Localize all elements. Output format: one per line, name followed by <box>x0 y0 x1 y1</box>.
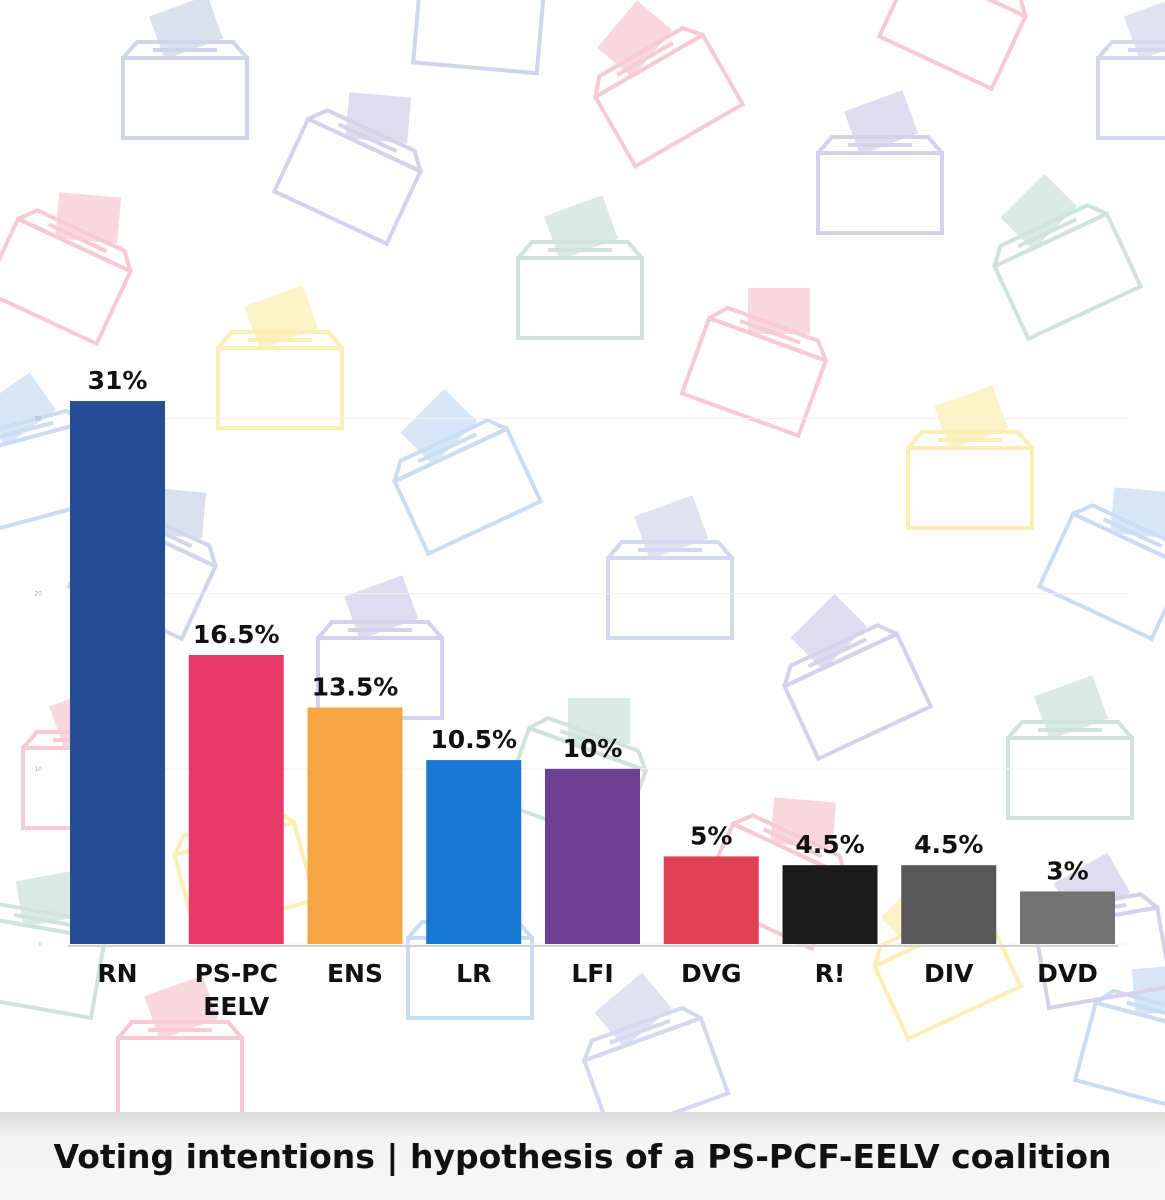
ballot-box-icon <box>411 0 546 76</box>
data-label: 31% <box>88 366 148 395</box>
chart-caption: Voting intentions | hypothesis of a PS-P… <box>53 1136 1112 1176</box>
ballot-box-icon <box>679 288 829 439</box>
category-label: ENS <box>327 959 383 988</box>
bar <box>901 865 997 944</box>
data-label: 5% <box>690 821 732 850</box>
ballot-box-icon <box>216 285 344 430</box>
ballot-box-icon <box>0 192 134 347</box>
y-tick-label: 0 <box>38 941 42 948</box>
y-tick-label: 10 <box>34 766 42 773</box>
category-label: LFI <box>571 959 613 988</box>
category-label: DVG <box>681 959 742 988</box>
value-labels: 31% 16.5% 13.5% 10.5% 10% 5% 4.5% 4.5% 3% <box>88 366 1089 885</box>
ballot-box-icon <box>116 975 244 1120</box>
ballot-box-icon <box>1036 487 1165 642</box>
y-tick-label: 20 <box>34 591 42 598</box>
category-label: DVD <box>1037 959 1098 988</box>
data-label: 4.5% <box>795 830 864 859</box>
ballot-box-icon <box>906 385 1034 530</box>
ballot-box-icon <box>516 195 644 340</box>
ballot-box-icon <box>781 593 934 762</box>
bar <box>307 707 403 944</box>
ballot-box-icon <box>876 0 1029 92</box>
ballot-box-icon <box>606 495 734 640</box>
ballot-box-icon <box>391 388 544 557</box>
category-label: DIV <box>924 959 974 988</box>
bar <box>782 865 878 944</box>
y-tick-label: 30 <box>34 416 42 423</box>
category-label: RN <box>97 959 137 988</box>
bar <box>426 760 522 944</box>
ballot-box-icon <box>1006 675 1134 820</box>
data-label: 3% <box>1046 856 1088 885</box>
category-label: LR <box>456 959 491 988</box>
category-label: R! <box>815 959 846 988</box>
data-label: 13.5% <box>312 673 399 702</box>
bar <box>188 654 284 944</box>
ballot-box-icon <box>1096 0 1165 140</box>
data-label: 10.5% <box>430 725 517 754</box>
caption-bar: Voting intentions | hypothesis of a PS-P… <box>0 1112 1165 1200</box>
data-label: 10% <box>563 734 623 763</box>
bar <box>663 856 759 944</box>
bar <box>70 401 165 944</box>
data-label: 4.5% <box>914 830 983 859</box>
ballot-box-icon <box>121 0 249 140</box>
ballot-box-icon <box>991 173 1144 342</box>
bar <box>545 768 640 944</box>
data-label: 16.5% <box>193 620 280 649</box>
category-label: PS-PC EELV <box>195 959 278 1021</box>
bars <box>70 401 1115 944</box>
y-axis-ticks: 0 10 20 30 <box>34 416 42 948</box>
ballot-box-icon <box>816 90 944 235</box>
ballot-box-icon <box>271 92 424 247</box>
category-labels: RN PS-PC EELV ENS LR LFI DVG R! DIV DVD <box>97 959 1098 1021</box>
bar <box>1020 891 1115 944</box>
ballot-box-icon <box>592 0 746 169</box>
